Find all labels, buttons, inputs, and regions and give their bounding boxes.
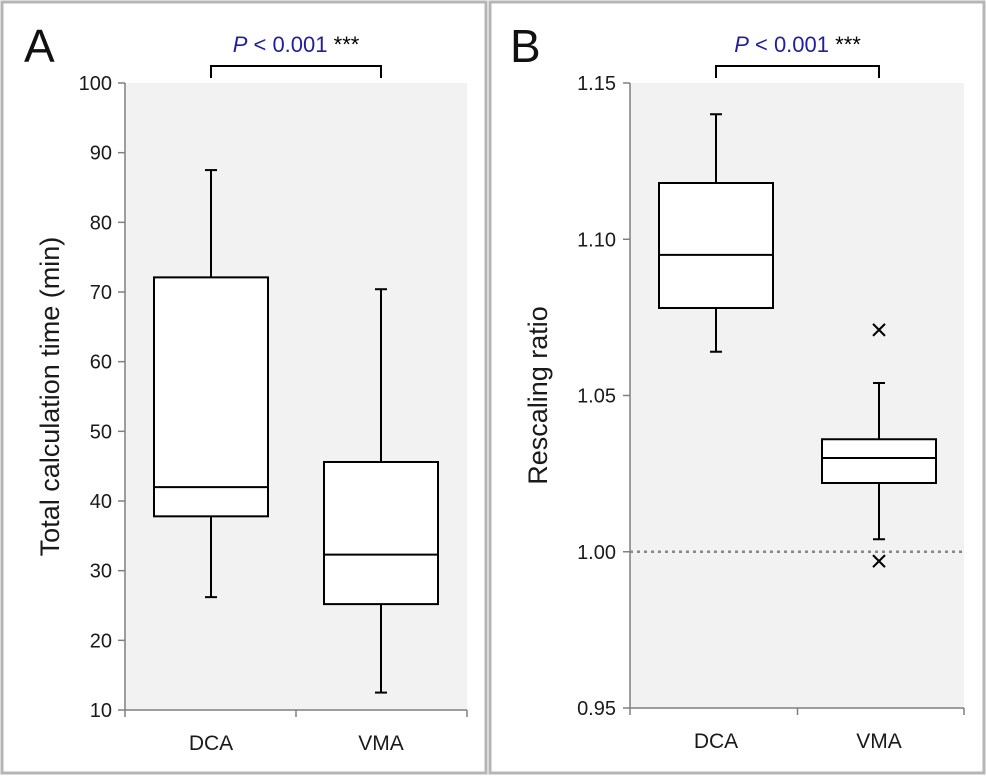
interquartile-box — [658, 182, 774, 309]
panel-b-border — [488, 0, 986, 775]
outlier-point — [872, 554, 886, 568]
y-tick-label: 70 — [90, 282, 112, 304]
interquartile-box — [153, 276, 269, 518]
x-category-label: VMA — [358, 732, 404, 755]
p-symbol: P — [233, 32, 248, 57]
panel-letter: A — [24, 20, 55, 72]
box-vma — [323, 288, 439, 694]
y-tick-label: 60 — [90, 352, 112, 374]
y-tick-label: 0.95 — [577, 698, 616, 720]
significance-label: P < 0.001 *** — [233, 32, 360, 57]
p-value-text: < 0.001 — [749, 32, 829, 57]
x-category-label: DCA — [189, 732, 233, 755]
y-tick-label: 1.15 — [577, 73, 616, 95]
significance-stars: *** — [328, 32, 360, 57]
box-dca — [153, 169, 269, 599]
y-tick-label: 40 — [90, 491, 112, 513]
y-tick-label: 100 — [79, 73, 112, 95]
outlier-stroke — [872, 323, 886, 337]
interquartile-box — [821, 438, 937, 484]
significance-stars: *** — [829, 32, 861, 57]
y-tick-label: 80 — [90, 212, 112, 234]
y-tick-label: 90 — [90, 143, 112, 165]
outlier-stroke — [872, 554, 886, 568]
significance-bracket — [715, 65, 880, 78]
y-tick-label: 10 — [90, 700, 112, 722]
box-dca — [658, 113, 774, 353]
y-tick-label: 30 — [90, 561, 112, 583]
p-value-text: < 0.001 — [247, 32, 327, 57]
significance-label: P < 0.001 *** — [734, 32, 861, 57]
plot-background — [630, 83, 964, 708]
y-tick-label: 1.10 — [577, 229, 616, 251]
panel-a: 10 20 30 40 50 60 70 80 90 100 DCA VMA Total calcula… — [24, 20, 468, 755]
x-category-label: DCA — [694, 730, 738, 753]
y-axis-label: Total calculation time (min) — [35, 237, 65, 557]
interquartile-box — [323, 460, 439, 606]
p-symbol: P — [734, 32, 749, 57]
significance-bracket — [210, 65, 382, 78]
panel-letter: B — [510, 20, 541, 72]
y-tick-label: 1.05 — [577, 386, 616, 408]
panel-a-border — [0, 0, 488, 775]
x-category-label: VMA — [856, 730, 902, 753]
y-tick-label: 1.00 — [577, 542, 616, 564]
outlier-point — [872, 323, 886, 337]
y-tick-label: 50 — [90, 421, 112, 443]
y-tick-label: 20 — [90, 630, 112, 652]
box-vma — [821, 323, 937, 568]
y-axis-label: Rescaling ratio — [523, 306, 553, 485]
panel-b: 0.95 1.00 1.05 1.10 1.15 DCA VMA Rescaling rati… — [510, 20, 965, 753]
